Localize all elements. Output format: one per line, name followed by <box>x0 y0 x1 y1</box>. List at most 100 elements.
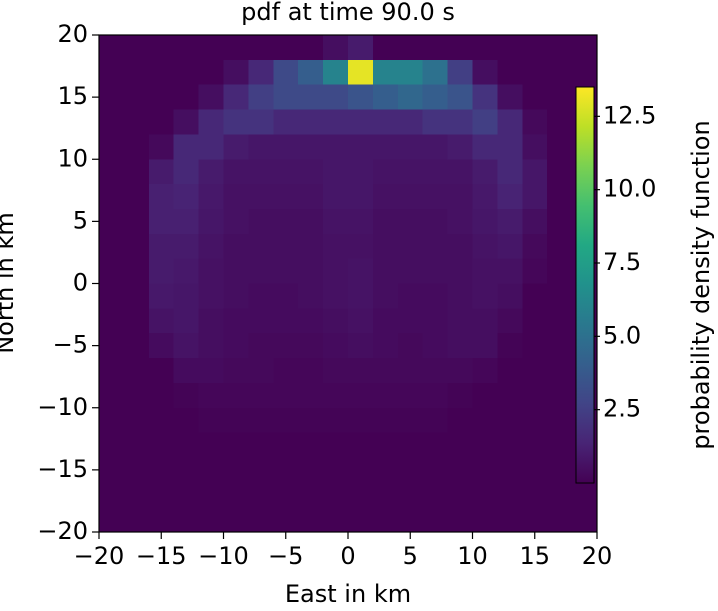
heatmap-cell <box>422 432 449 458</box>
heatmap-cell <box>348 134 374 160</box>
heatmap <box>99 35 598 533</box>
chart-title: pdf at time 90.0 s <box>241 0 455 26</box>
heatmap-cell <box>173 233 200 260</box>
heatmap-cell <box>497 134 523 160</box>
heatmap-cell <box>323 432 349 458</box>
heatmap-cell <box>99 283 125 309</box>
heatmap-cell <box>223 333 249 359</box>
heatmap-cell <box>323 407 349 434</box>
heatmap-cell <box>123 382 150 409</box>
y-tick-label: −5 <box>53 331 88 359</box>
heatmap-cell <box>422 109 449 135</box>
heatmap-cell <box>472 159 498 185</box>
heatmap-cell <box>198 283 224 309</box>
heatmap-cell <box>123 432 150 458</box>
heatmap-cell <box>447 59 473 86</box>
heatmap-cell <box>198 482 224 508</box>
heatmap-cell <box>422 134 449 160</box>
heatmap-cell <box>223 233 249 260</box>
heatmap-cell <box>298 134 324 160</box>
colorbar-tick-label: 7.5 <box>603 248 641 276</box>
heatmap-cell <box>198 184 224 210</box>
heatmap-cell <box>273 109 299 135</box>
heatmap-cell <box>148 184 175 210</box>
heatmap-cell <box>348 382 374 409</box>
heatmap-cell <box>198 35 224 61</box>
heatmap-cell <box>497 382 523 409</box>
heatmap-cell <box>397 109 424 135</box>
heatmap-cell <box>447 233 473 260</box>
y-tick-label: −10 <box>37 393 88 421</box>
heatmap-cell <box>348 59 374 86</box>
heatmap-cell <box>372 233 399 260</box>
heatmap-cell <box>273 35 299 61</box>
heatmap-cell <box>547 184 573 210</box>
heatmap-cell <box>397 184 424 210</box>
y-tick-label: 0 <box>73 269 88 297</box>
heatmap-cell <box>223 432 249 458</box>
heatmap-cell <box>173 507 200 533</box>
heatmap-cell <box>323 159 349 185</box>
heatmap-cell <box>123 507 150 533</box>
heatmap-cell <box>447 333 473 359</box>
heatmap-cell <box>298 59 324 86</box>
heatmap-cell <box>198 333 224 359</box>
heatmap-cell <box>522 35 548 61</box>
heatmap-cell <box>148 432 175 458</box>
heatmap-cell <box>472 84 498 111</box>
heatmap-cell <box>472 258 498 284</box>
heatmap-cell <box>298 308 324 334</box>
heatmap-cell <box>497 258 523 284</box>
heatmap-cell <box>422 159 449 185</box>
colorbar-label: probability density function <box>687 120 715 449</box>
heatmap-cell <box>472 208 498 235</box>
heatmap-cell <box>223 134 249 160</box>
heatmap-cell <box>123 308 150 334</box>
heatmap-cell <box>273 233 299 260</box>
y-tick-label: −20 <box>37 517 88 545</box>
heatmap-cell <box>223 59 249 86</box>
heatmap-cell <box>198 308 224 334</box>
heatmap-cell <box>223 358 249 384</box>
heatmap-cell <box>173 457 200 483</box>
heatmap-cell <box>273 184 299 210</box>
heatmap-cell <box>422 283 449 309</box>
heatmap-cell <box>273 407 299 434</box>
heatmap-cell <box>198 407 224 434</box>
heatmap-cell <box>123 358 150 384</box>
heatmap-cell <box>547 233 573 260</box>
heatmap-cell <box>348 283 374 309</box>
heatmap-cell <box>223 184 249 210</box>
heatmap-cell <box>99 507 125 533</box>
heatmap-cell <box>173 159 200 185</box>
heatmap-cell <box>547 208 573 235</box>
heatmap-cell <box>348 482 374 508</box>
heatmap-cell <box>497 233 523 260</box>
heatmap-cell <box>497 184 523 210</box>
heatmap-cell <box>323 308 349 334</box>
heatmap-cell <box>348 159 374 185</box>
heatmap-cell <box>547 507 573 533</box>
heatmap-cell <box>447 159 473 185</box>
heatmap-cell <box>198 258 224 284</box>
heatmap-cell <box>223 457 249 483</box>
heatmap-cell <box>397 333 424 359</box>
heatmap-cell <box>148 84 175 111</box>
heatmap-cell <box>298 432 324 458</box>
heatmap-cell <box>173 35 200 61</box>
heatmap-cell <box>472 333 498 359</box>
heatmap-cell <box>397 258 424 284</box>
heatmap-cell <box>223 35 249 61</box>
heatmap-cell <box>372 84 399 111</box>
heatmap-cell <box>273 432 299 458</box>
heatmap-cell <box>497 407 523 434</box>
heatmap-cell <box>123 159 150 185</box>
heatmap-cell <box>522 482 548 508</box>
heatmap-cell <box>522 84 548 111</box>
heatmap-cell <box>422 382 449 409</box>
heatmap-cell <box>173 283 200 309</box>
heatmap-cell <box>572 507 598 533</box>
heatmap-cell <box>173 407 200 434</box>
heatmap-cell <box>273 283 299 309</box>
heatmap-cell <box>298 358 324 384</box>
